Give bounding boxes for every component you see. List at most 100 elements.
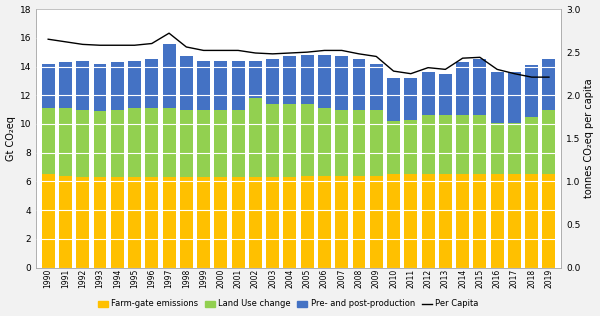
Bar — [473, 115, 487, 174]
Bar — [318, 108, 331, 176]
Bar — [439, 115, 452, 174]
Per Capita — [269, 52, 276, 56]
Per Capita — [545, 75, 553, 79]
Per Capita — [183, 45, 190, 49]
Bar — [439, 174, 452, 268]
Bar — [283, 104, 296, 177]
Bar — [335, 110, 348, 176]
Bar — [94, 64, 106, 111]
Line: Per Capita: Per Capita — [48, 33, 549, 77]
Per Capita — [390, 69, 397, 73]
Bar — [94, 111, 106, 177]
Per Capita — [286, 51, 293, 55]
Bar — [232, 61, 245, 110]
Bar — [473, 59, 487, 115]
Bar — [370, 110, 383, 176]
Per Capita — [511, 72, 518, 76]
Bar — [232, 177, 245, 268]
Bar — [301, 176, 314, 268]
Bar — [404, 174, 417, 268]
Bar — [249, 61, 262, 98]
Bar — [525, 174, 538, 268]
Bar — [353, 176, 365, 268]
Bar — [525, 65, 538, 117]
Bar — [491, 123, 503, 174]
Bar — [508, 174, 521, 268]
Bar — [283, 177, 296, 268]
Bar — [94, 177, 106, 268]
Per Capita — [217, 49, 224, 52]
Bar — [542, 174, 556, 268]
Bar — [180, 177, 193, 268]
Per Capita — [252, 51, 259, 55]
Bar — [335, 57, 348, 110]
Bar — [214, 110, 227, 177]
Bar — [111, 62, 124, 110]
Bar — [422, 72, 434, 115]
Per Capita — [166, 31, 173, 35]
Bar — [197, 177, 210, 268]
Per Capita — [235, 49, 242, 52]
Bar — [249, 98, 262, 177]
Bar — [163, 44, 176, 108]
Bar — [387, 78, 400, 121]
Bar — [266, 177, 279, 268]
Bar — [180, 110, 193, 177]
Bar — [163, 177, 176, 268]
Bar — [473, 174, 487, 268]
Bar — [456, 62, 469, 115]
Bar — [266, 104, 279, 177]
Bar — [41, 108, 55, 174]
Y-axis label: Gt CO₂eq: Gt CO₂eq — [5, 116, 16, 161]
Per Capita — [476, 55, 484, 59]
Per Capita — [44, 37, 52, 41]
Bar — [456, 115, 469, 174]
Per Capita — [442, 68, 449, 71]
Bar — [542, 59, 556, 110]
Bar — [456, 174, 469, 268]
Bar — [353, 110, 365, 176]
Bar — [76, 110, 89, 177]
Bar — [404, 120, 417, 174]
Bar — [508, 72, 521, 123]
Bar — [128, 61, 141, 108]
Bar — [370, 64, 383, 110]
Bar — [422, 115, 434, 174]
Bar — [491, 72, 503, 123]
Per Capita — [494, 68, 501, 71]
Bar — [525, 117, 538, 174]
Per Capita — [321, 49, 328, 52]
Bar — [387, 174, 400, 268]
Bar — [145, 108, 158, 177]
Bar — [41, 64, 55, 108]
Bar — [197, 110, 210, 177]
Bar — [439, 74, 452, 115]
Bar — [353, 59, 365, 110]
Bar — [232, 110, 245, 177]
Bar — [214, 61, 227, 110]
Bar — [180, 57, 193, 110]
Bar — [370, 176, 383, 268]
Per Capita — [113, 43, 121, 47]
Bar — [508, 123, 521, 174]
Bar — [491, 174, 503, 268]
Bar — [404, 78, 417, 120]
Bar — [214, 177, 227, 268]
Per Capita — [97, 43, 104, 47]
Bar — [301, 104, 314, 176]
Per Capita — [355, 52, 362, 56]
Bar — [76, 61, 89, 110]
Bar — [76, 177, 89, 268]
Bar — [283, 57, 296, 104]
Bar — [128, 177, 141, 268]
Bar — [41, 174, 55, 268]
Bar — [387, 121, 400, 174]
Bar — [318, 55, 331, 108]
Bar — [422, 174, 434, 268]
Per Capita — [528, 75, 535, 79]
Legend: Farm-gate emissions, Land Use change, Pre- and post-production, Per Capita: Farm-gate emissions, Land Use change, Pr… — [94, 296, 482, 312]
Per Capita — [148, 42, 155, 46]
Y-axis label: tonnes CO₂eq per capita: tonnes CO₂eq per capita — [584, 78, 595, 198]
Bar — [111, 110, 124, 177]
Per Capita — [338, 49, 346, 52]
